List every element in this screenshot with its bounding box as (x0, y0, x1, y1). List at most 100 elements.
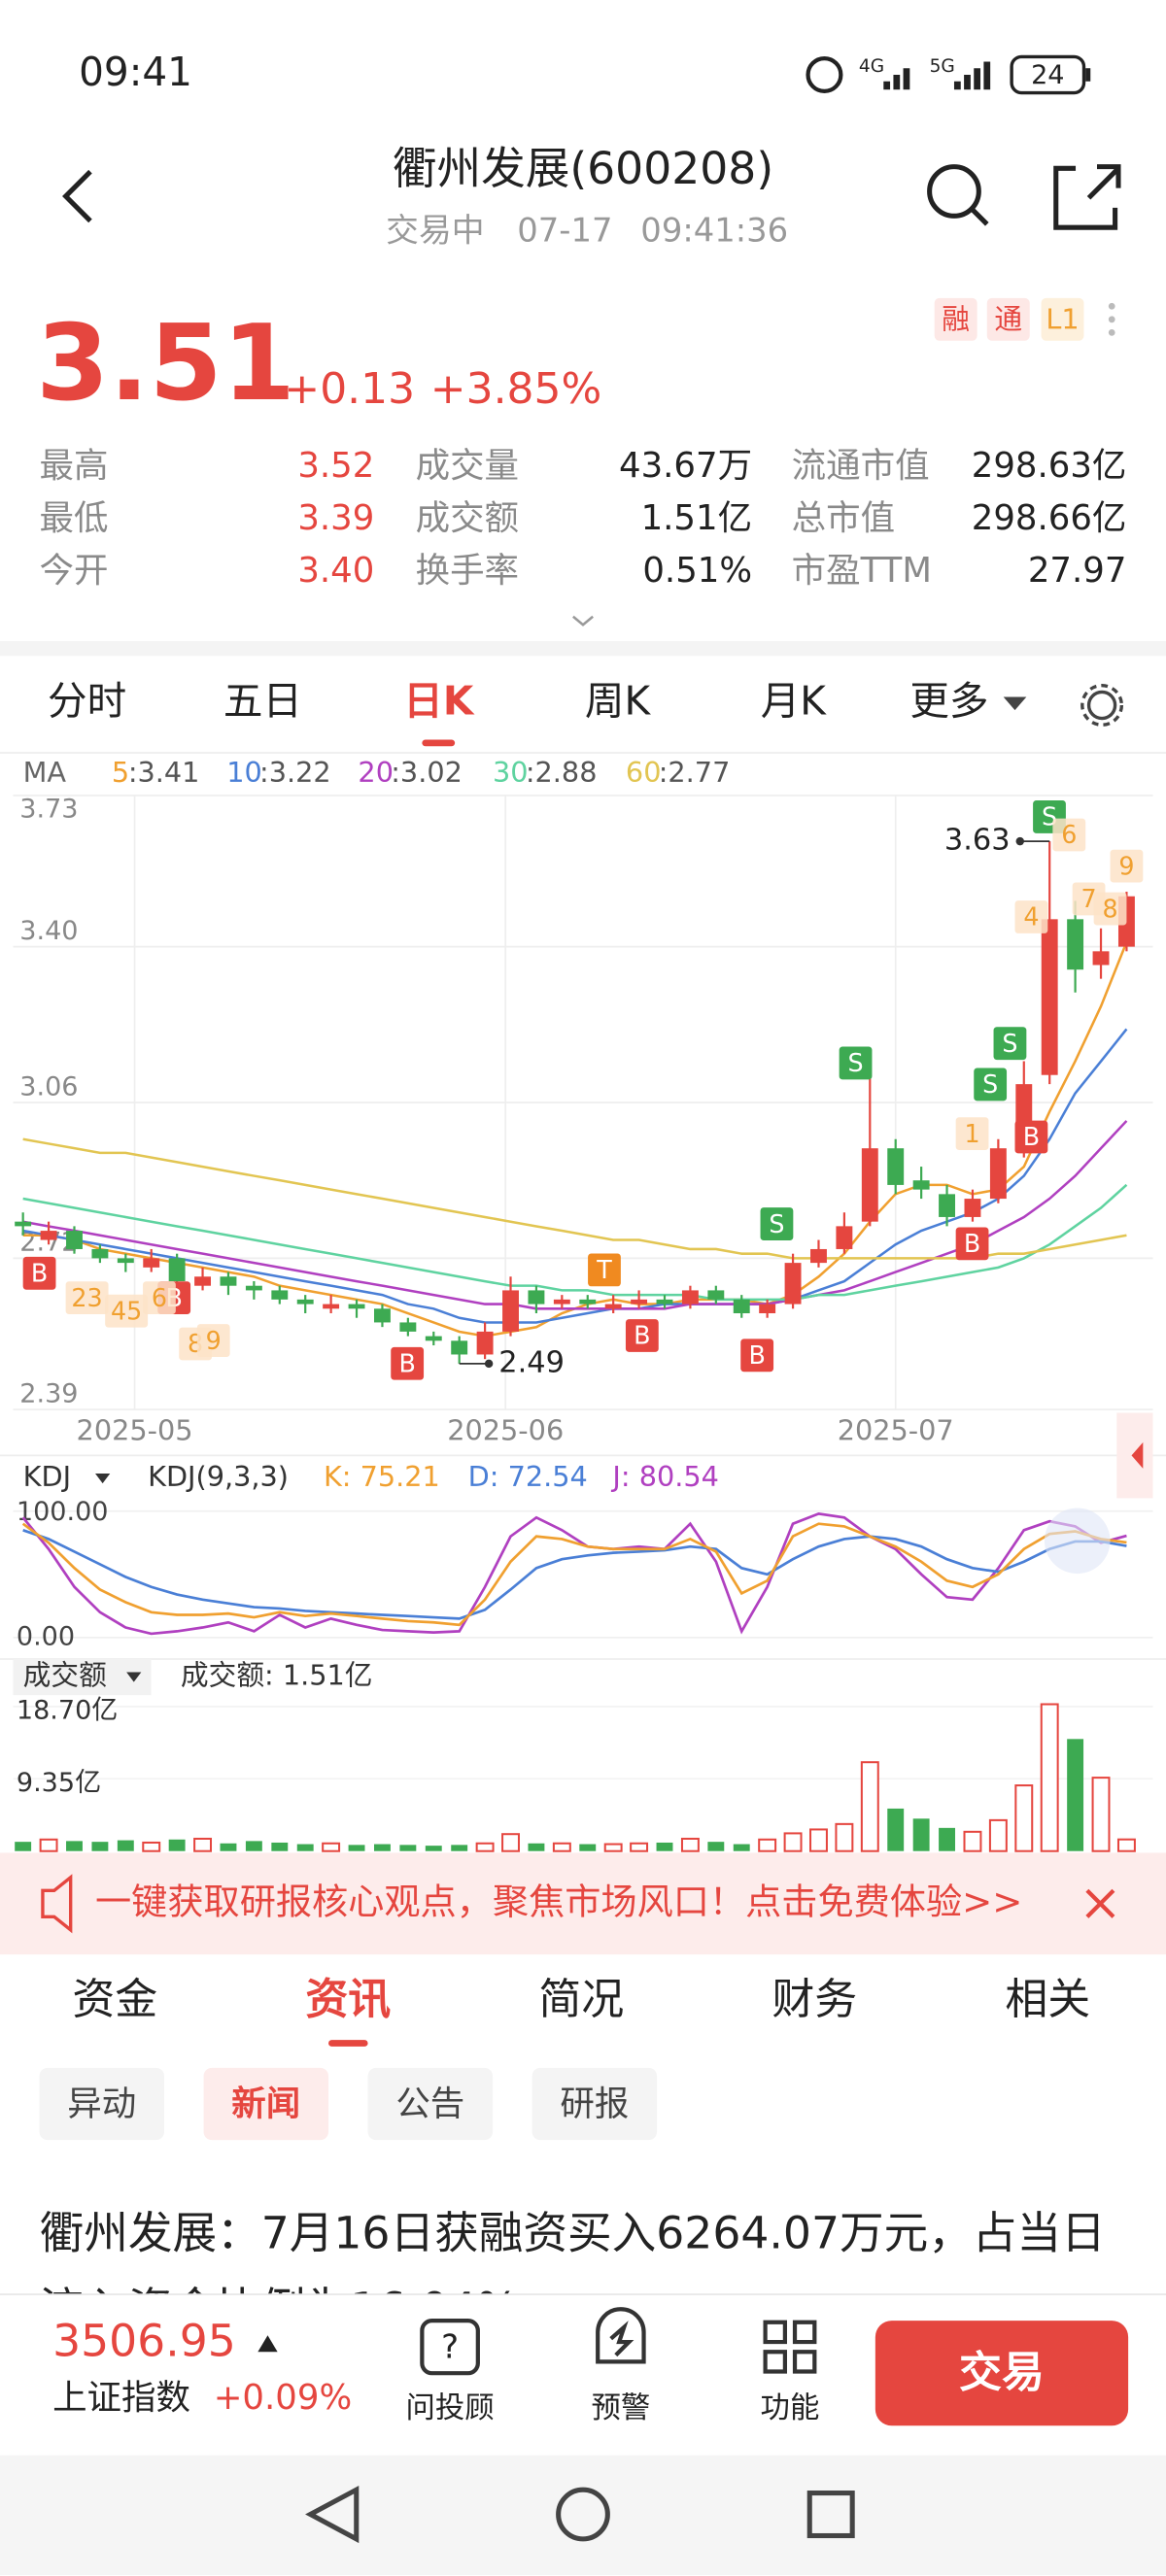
candle-body (964, 1199, 981, 1217)
chip[interactable] (532, 2067, 658, 2141)
period-tab[interactable]: 月K (761, 677, 828, 724)
max-dot (1015, 836, 1024, 846)
stat-label: 换手率 (416, 551, 519, 591)
nav-back[interactable] (305, 2485, 360, 2544)
chip-label: 新闻 (231, 2085, 300, 2124)
bottom-button[interactable]: 预警 (591, 2391, 650, 2425)
chip[interactable] (203, 2067, 329, 2141)
back-button[interactable] (62, 169, 92, 223)
volume-bar (168, 1839, 186, 1851)
network-label: 5G (930, 56, 955, 77)
candle-body (759, 1304, 776, 1314)
badge: 通 (994, 303, 1022, 336)
section-tab[interactable]: 财务 (772, 1975, 857, 2024)
alarm-icon (806, 55, 843, 93)
x-tick-label: 2025-05 (77, 1414, 193, 1447)
signal-bg (955, 1117, 989, 1151)
search-button[interactable] (927, 164, 989, 226)
news-box: 衢州发展：7月16日获融资买入6264.07万元，占当日流入资金比例为16.04… (39, 2209, 1106, 2296)
candle-body (348, 1304, 365, 1309)
candle-body (373, 1308, 391, 1323)
clock: 09:41 (79, 49, 192, 95)
section-tab[interactable]: 相关 (1005, 1975, 1090, 2024)
signal-label: 6 (1061, 820, 1077, 849)
signal-bg (760, 1207, 794, 1240)
signal-bg (588, 1253, 621, 1287)
search-handle (970, 207, 989, 226)
section-tab[interactable]: 资讯 (305, 1975, 391, 2024)
section-tab[interactable]: 简况 (538, 1975, 624, 2024)
signal-bg (974, 1068, 1008, 1102)
section-tab[interactable]: 资金 (72, 1975, 157, 2024)
signal-bg (65, 1281, 109, 1315)
candle-body (245, 1285, 262, 1291)
expand-icon[interactable] (572, 615, 594, 627)
volume-bar (783, 1832, 803, 1852)
nav-home[interactable] (556, 2487, 610, 2542)
stat-label: 流通市值 (792, 446, 930, 486)
news-headline[interactable]: 衢州发展：7月16日获融资买入6264.07万元，占当日流入资金比例为16.04… (39, 2209, 1106, 2296)
settings-button[interactable] (1086, 690, 1117, 721)
period-tab[interactable]: 周K (585, 677, 652, 724)
signal-bg (993, 1027, 1027, 1061)
kdj-selector[interactable]: KDJ (23, 1460, 71, 1493)
ma-line (22, 1028, 1128, 1324)
candle-body (810, 1248, 827, 1264)
volume-bar (15, 1842, 32, 1851)
selector-arrow (95, 1473, 111, 1484)
candle-body (476, 1331, 494, 1355)
signal-label: B (748, 1340, 765, 1370)
period-tab[interactable]: 日K (403, 677, 475, 724)
signal-icon (883, 61, 991, 90)
y-tick-label: 9.35亿 (17, 1768, 101, 1798)
chip[interactable] (39, 2067, 165, 2141)
volume-bar (1067, 1739, 1084, 1851)
share-button[interactable] (1053, 164, 1121, 230)
y-tick-label: 100.00 (17, 1497, 109, 1527)
badge-bg (934, 297, 977, 341)
tab-indicator (328, 2040, 368, 2047)
period-tab[interactable]: 分时 (48, 677, 126, 724)
y-tick-label: 2.39 (19, 1378, 78, 1408)
stat-label: 成交量 (416, 446, 519, 486)
signal-bg (1014, 1120, 1048, 1154)
badge: 融 (942, 303, 970, 336)
candle-body (579, 1299, 597, 1305)
volume-bar (451, 1845, 468, 1851)
promo-banner[interactable] (0, 1852, 1166, 1955)
badge-bg (986, 297, 1030, 341)
candle-body (271, 1290, 289, 1300)
signal-label: 4 (1023, 902, 1039, 932)
battery-level: 24 (1031, 60, 1064, 90)
nav-recent[interactable] (806, 2491, 855, 2539)
signal-bg (1014, 900, 1048, 933)
index-name: 上证指数 (52, 2378, 190, 2418)
ma-value: :2.88 (526, 756, 598, 789)
y-tick-label: 0.00 (17, 1621, 75, 1651)
candle-body (220, 1276, 237, 1286)
period-tab[interactable]: 五日 (223, 677, 302, 724)
trade-button[interactable] (874, 2321, 1129, 2426)
stat-value: 3.40 (297, 551, 374, 591)
signal-bg (143, 1281, 176, 1315)
bottom-button[interactable]: 功能 (761, 2391, 820, 2425)
chip-label: 公告 (395, 2085, 464, 2124)
floating-tool[interactable] (1044, 1508, 1111, 1575)
signal-label: 1 (965, 1119, 980, 1148)
kdj-legend: K: 75.21 (324, 1460, 440, 1493)
candle-body (707, 1290, 725, 1300)
chip[interactable] (367, 2067, 494, 2141)
menu-dot (1108, 302, 1115, 310)
candle-body (656, 1299, 673, 1305)
period-tab[interactable]: 更多 (909, 677, 988, 724)
bottom-button[interactable]: 问投顾 (405, 2391, 494, 2425)
ma-period: 30 (493, 756, 529, 789)
volume-selector-bg[interactable] (13, 1658, 152, 1696)
close-banner[interactable] (1085, 1888, 1115, 1918)
stat-value: 298.66亿 (972, 498, 1127, 538)
settings-gear (1080, 684, 1124, 727)
selector-arrow (126, 1672, 142, 1682)
volume-bar (117, 1840, 134, 1851)
signal-label: T (596, 1255, 612, 1284)
